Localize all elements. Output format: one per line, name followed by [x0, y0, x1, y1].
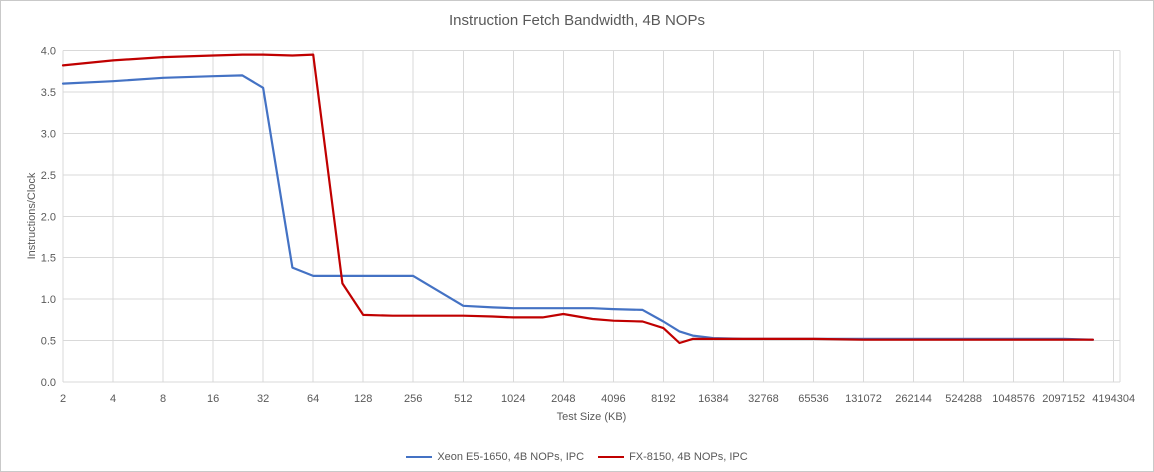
- x-tick-labels: 2 4 8 16 32 64 128 256 512 1024 2048 4096 8192 16384 3…: [60, 393, 1135, 405]
- chart-title: Instruction Fetch Bandwidth, 4B NOPs: [449, 12, 705, 29]
- series-line-xeon: [61, 74, 1095, 341]
- x-tick-label: 2: [60, 393, 66, 405]
- x-tick-label: 16: [207, 393, 219, 405]
- y-tick-label: 2.0: [41, 211, 56, 223]
- x-tick-label: 64: [307, 393, 319, 405]
- gridlines: [62, 50, 1121, 383]
- x-tick-label: 16384: [698, 393, 729, 405]
- x-tick-label: 8192: [651, 393, 675, 405]
- legend: Xeon E5-1650, 4B NOPs, IPC FX-8150, 4B N…: [1, 451, 1153, 463]
- y-tick-label: 0.5: [41, 336, 56, 348]
- legend-item-fx: FX-8150, 4B NOPs, IPC: [598, 451, 748, 463]
- x-tick-label: 1048576: [992, 393, 1035, 405]
- x-tick-label: 256: [404, 393, 422, 405]
- x-tick-label: 512: [454, 393, 472, 405]
- legend-line-swatch-1: [598, 455, 625, 459]
- x-tick-label: 32768: [748, 393, 779, 405]
- series-line-fx: [61, 53, 1095, 345]
- x-tick-label: 65536: [798, 393, 829, 405]
- x-tick-label: 262144: [895, 393, 932, 405]
- legend-line-swatch-0: [406, 455, 433, 459]
- y-tick-label: 3.0: [41, 128, 56, 140]
- y-tick-labels: 0.0 0.5 1.0 1.5 2.0 2.5 3.0 3.5 4.0: [41, 46, 56, 390]
- y-axis-title: Instructions/Clock: [26, 172, 38, 260]
- x-tick-label: 1024: [501, 393, 525, 405]
- legend-label-fx: FX-8150, 4B NOPs, IPC: [629, 451, 748, 463]
- x-tick-label: 2048: [551, 393, 575, 405]
- legend-item-xeon: Xeon E5-1650, 4B NOPs, IPC: [406, 451, 584, 463]
- x-tick-label: 2097152: [1042, 393, 1085, 405]
- x-axis-title: Test Size (KB): [556, 411, 627, 423]
- y-tick-label: 1.0: [41, 294, 56, 306]
- y-tick-label: 2.5: [41, 170, 56, 182]
- x-tick-label: 128: [354, 393, 372, 405]
- x-tick-label: 4194304: [1092, 393, 1135, 405]
- x-tick-label: 4096: [601, 393, 625, 405]
- y-tick-label: 0.0: [41, 377, 56, 389]
- y-tick-label: 1.5: [41, 253, 56, 265]
- x-tick-label: 32: [257, 393, 269, 405]
- legend-label-xeon: Xeon E5-1650, 4B NOPs, IPC: [437, 451, 585, 463]
- x-tick-label: 131072: [845, 393, 882, 405]
- y-tick-label: 4.0: [41, 46, 56, 58]
- x-tick-label: 4: [110, 393, 116, 405]
- x-tick-label: 524288: [945, 393, 982, 405]
- y-tick-label: 3.5: [41, 87, 56, 99]
- x-tick-label: 8: [160, 393, 166, 405]
